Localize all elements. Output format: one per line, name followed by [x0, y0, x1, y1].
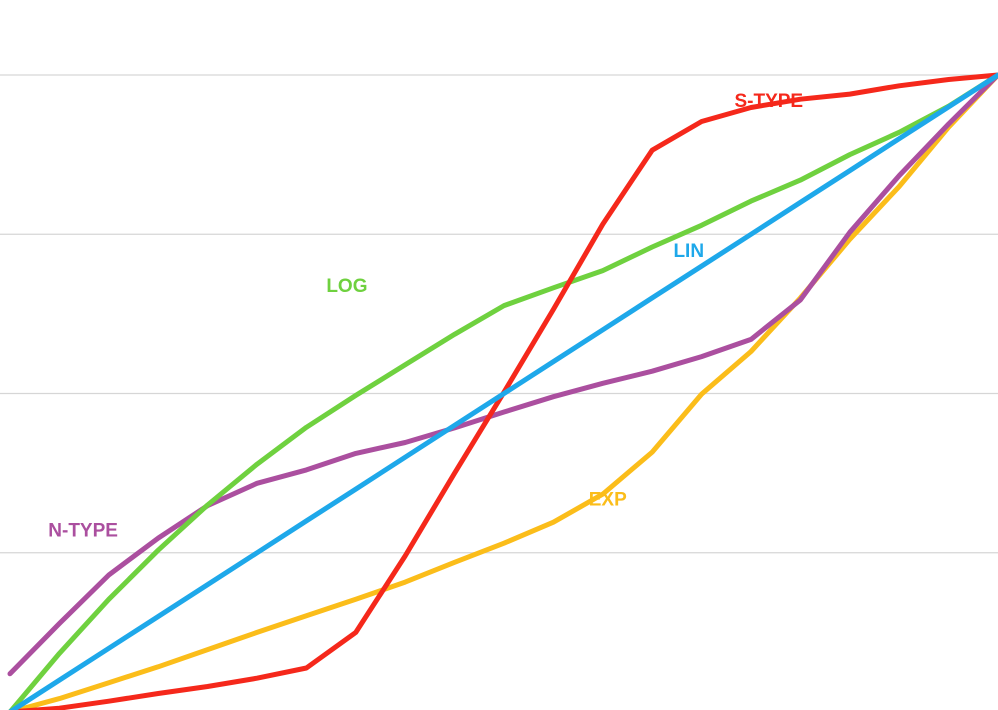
- series-line-lin: [8, 72, 998, 710]
- series-label-lin: LIN: [673, 241, 704, 262]
- series-line-n-type: [7, 72, 998, 677]
- series-line-log: [8, 72, 998, 710]
- series-label-log: LOG: [326, 276, 367, 297]
- gridlines: [0, 74, 998, 554]
- series-label-n-type: N-TYPE: [48, 521, 118, 542]
- series-lines: [7, 72, 998, 710]
- series-labels: S-TYPE LOG LIN EXP N-TYPE: [48, 91, 803, 542]
- series-label-s-type: S-TYPE: [734, 91, 803, 112]
- series-label-exp: EXP: [589, 490, 627, 511]
